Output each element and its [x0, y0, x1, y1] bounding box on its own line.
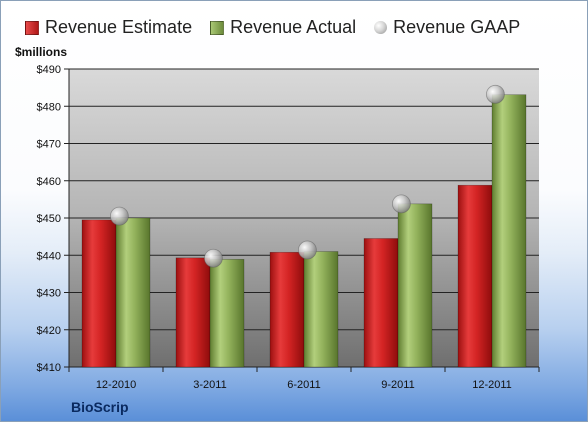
bar-revenue-estimate — [457, 184, 493, 368]
marker-revenue-gaap — [203, 248, 223, 268]
legend-swatch-gaap — [374, 21, 388, 34]
legend-label-gaap: Revenue GAAP — [393, 17, 521, 37]
bar-revenue-actual — [209, 259, 245, 368]
marker-revenue-gaap — [485, 84, 505, 104]
marker-revenue-gaap — [110, 206, 129, 226]
bar-revenue-actual — [491, 94, 527, 368]
bar-revenue-actual — [397, 203, 433, 368]
legend-label-estimate: Revenue Estimate — [45, 17, 193, 37]
y-axis-unit-label: $millions — [15, 45, 68, 59]
bar-revenue-actual — [303, 251, 339, 368]
bar-revenue-estimate — [175, 257, 211, 368]
company-name: BioScrip — [71, 399, 129, 415]
legend: Revenue Estimate Revenue Actual Revenue … — [25, 17, 538, 38]
y-tick-label: $470 — [37, 139, 61, 151]
y-tick-label: $420 — [37, 325, 61, 337]
marker-revenue-gaap — [391, 194, 411, 214]
legend-swatch-estimate — [25, 20, 39, 35]
y-tick-label: $410 — [37, 362, 61, 374]
y-tick-label: $450 — [37, 213, 61, 225]
x-tick-label: 12-2011 — [472, 379, 512, 391]
legend-label-actual: Revenue Actual — [230, 17, 357, 37]
x-tick-label: 3-2011 — [193, 379, 226, 391]
marker-revenue-gaap — [297, 240, 317, 260]
x-tick-label: 12-2010 — [96, 379, 136, 391]
y-tick-label: $430 — [37, 288, 61, 300]
x-tick-label: 6-2011 — [287, 379, 320, 391]
bar-revenue-estimate — [269, 251, 305, 368]
bar-revenue-actual — [115, 217, 151, 368]
y-tick-label: $460 — [37, 176, 61, 188]
y-tick-label: $480 — [37, 101, 61, 113]
bar-revenue-estimate — [363, 238, 399, 368]
x-tick-label: 9-2011 — [381, 379, 414, 391]
bar-revenue-estimate — [81, 219, 117, 368]
y-tick-label: $440 — [37, 250, 61, 262]
legend-item-actual: Revenue Actual — [210, 17, 356, 38]
legend-swatch-actual — [210, 20, 225, 35]
legend-item-estimate: Revenue Estimate — [25, 17, 192, 38]
y-tick-label: $490 — [37, 64, 61, 76]
legend-item-gaap: Revenue GAAP — [374, 17, 520, 38]
